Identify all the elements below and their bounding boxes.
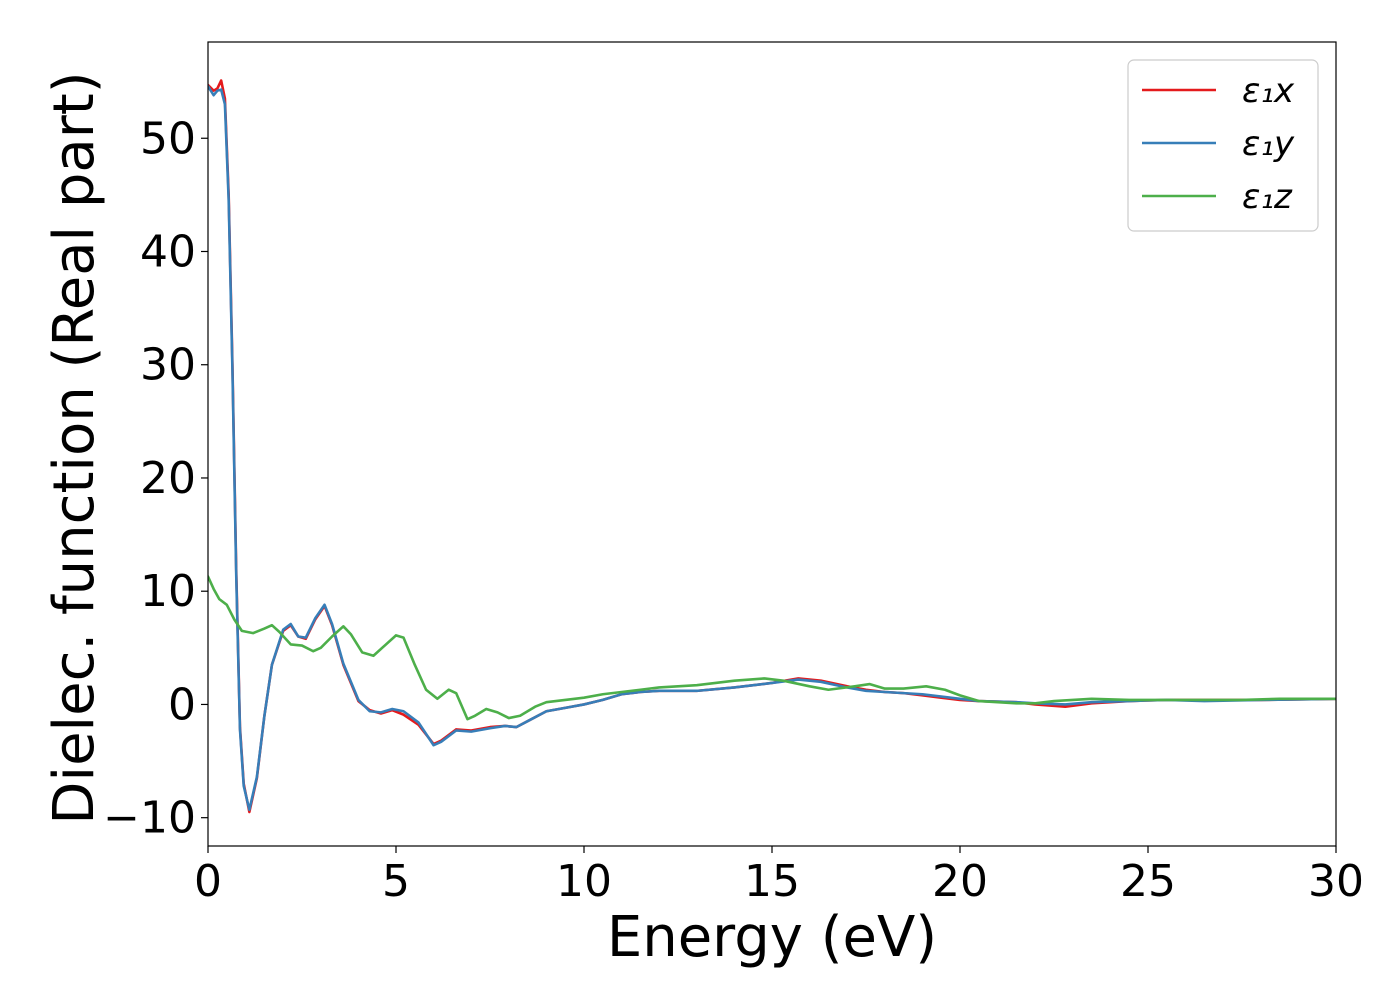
legend-box bbox=[1127, 59, 1319, 232]
series-line-1 bbox=[208, 84, 1336, 812]
x-tick-label: 30 bbox=[1308, 856, 1364, 907]
x-tick-label: 25 bbox=[1120, 856, 1176, 907]
legend-entry-label: ε₁y bbox=[1242, 124, 1295, 164]
series-layer bbox=[208, 79, 1336, 814]
x-tick-label: 15 bbox=[744, 856, 800, 907]
y-axis-ticks: −10 0 10 20 30 40 50 bbox=[103, 113, 208, 844]
legend-entry-label: ε₁z bbox=[1242, 177, 1293, 217]
x-tick-label: 10 bbox=[556, 856, 612, 907]
x-axis-ticks: 0 5 10 15 20 25 30 bbox=[194, 846, 1364, 907]
x-axis-label: Energy (eV) bbox=[607, 905, 937, 970]
legend: ε₁x ε₁y ε₁z bbox=[1127, 59, 1319, 232]
y-tick-label: 30 bbox=[140, 340, 196, 391]
y-tick-label: 40 bbox=[140, 226, 196, 277]
y-tick-label: −10 bbox=[103, 793, 196, 844]
y-axis-label: Dielec. function (Real part) bbox=[42, 71, 107, 824]
legend-entry-label: ε₁x bbox=[1242, 71, 1295, 111]
y-tick-label: 50 bbox=[140, 113, 196, 164]
x-tick-label: 0 bbox=[194, 856, 222, 907]
x-tick-label: 20 bbox=[932, 856, 988, 907]
y-tick-label: 10 bbox=[140, 566, 196, 617]
y-tick-label: 20 bbox=[140, 453, 196, 504]
y-tick-label: 0 bbox=[168, 679, 196, 730]
series-line-2 bbox=[208, 575, 1336, 721]
x-tick-label: 5 bbox=[382, 856, 410, 907]
